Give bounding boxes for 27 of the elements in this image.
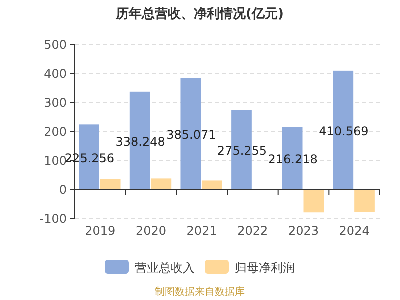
bar xyxy=(202,180,222,190)
legend-label: 营业总收入 xyxy=(135,261,195,275)
data-label: 216.218 xyxy=(268,152,318,167)
y-tick-label: 500 xyxy=(44,38,67,52)
text: 制图数据来自数据库 xyxy=(155,286,245,298)
data-label: 410.569 xyxy=(319,124,369,138)
y-tick-label: 200 xyxy=(44,125,67,139)
bar xyxy=(304,190,324,213)
x-tick-label: 2021 xyxy=(186,224,218,238)
y-tick-label: 300 xyxy=(44,96,67,110)
y-tick-label: 0 xyxy=(59,183,67,197)
x-tick-label: 2019 xyxy=(85,224,116,238)
x-tick-label: 2022 xyxy=(238,224,268,238)
x-tick-label: 2024 xyxy=(339,224,370,238)
legend-label: 归母净利润 xyxy=(235,261,295,275)
bar xyxy=(354,190,375,212)
y-tick-label: 400 xyxy=(44,67,67,81)
y-tick-label: 100 xyxy=(44,154,67,168)
x-tick-label: 2020 xyxy=(136,224,167,238)
data-label: 385.071 xyxy=(166,128,216,142)
data-label: 338.248 xyxy=(116,134,166,149)
bar xyxy=(100,179,121,190)
x-tick-label: 2023 xyxy=(288,224,320,238)
bar xyxy=(151,178,172,190)
y-tick-label: -100 xyxy=(40,212,67,226)
chart-title: 历年总营收、净利情况(亿元) xyxy=(115,6,284,22)
data-label: 275.255 xyxy=(217,144,268,158)
